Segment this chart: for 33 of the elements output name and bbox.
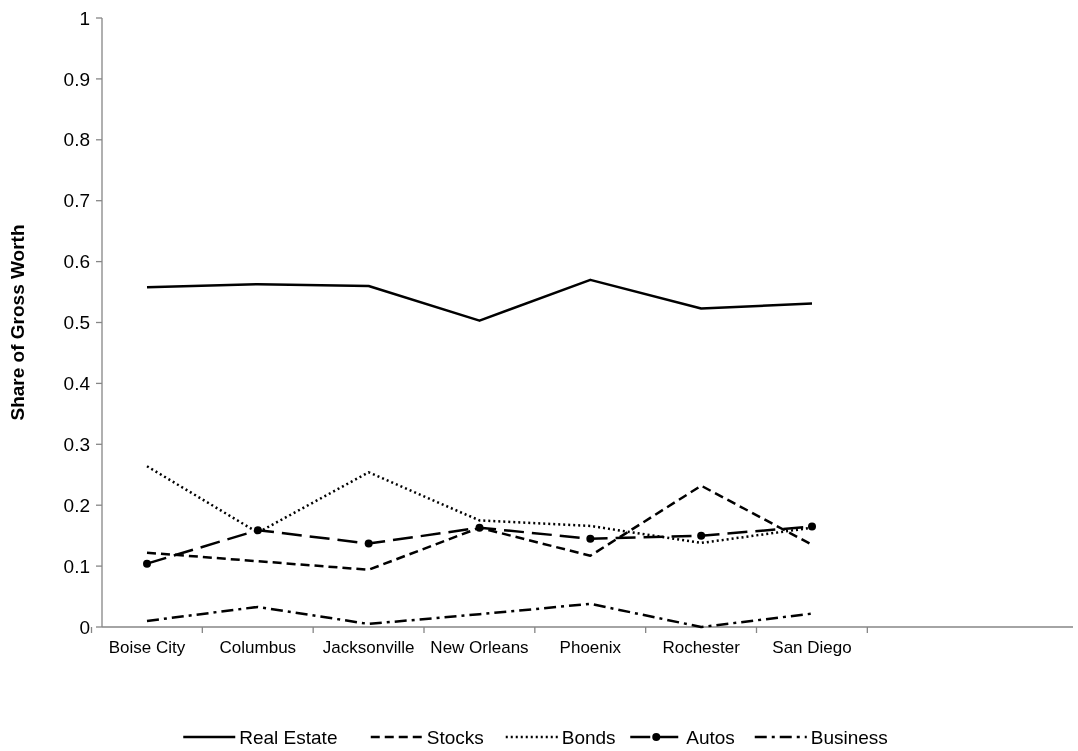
x-tick-label: Boise City xyxy=(108,638,186,657)
x-tick-label: Phoenix xyxy=(559,638,622,657)
y-tick-label: 0.5 xyxy=(63,312,90,334)
y-tick-label: 0.8 xyxy=(63,129,90,151)
y-tick-label: 0 xyxy=(79,616,90,638)
point xyxy=(697,531,706,540)
point xyxy=(143,559,151,568)
line-series xyxy=(145,278,814,322)
x-tick-label: New Orleans xyxy=(430,638,529,657)
y-tick-label: 0.1 xyxy=(63,555,90,577)
y-tick-label: 0.7 xyxy=(63,190,90,212)
legend-label: Autos xyxy=(686,726,735,748)
y-axis-title: Share of Gross Worth xyxy=(7,224,28,421)
point xyxy=(253,526,262,535)
y-tick-label: 0.3 xyxy=(63,433,90,455)
y-tick-label: 0.9 xyxy=(63,68,90,90)
y-tick-label: 0.4 xyxy=(63,373,91,395)
point xyxy=(586,534,595,543)
legend-label: Bonds xyxy=(561,726,616,748)
point xyxy=(364,539,373,548)
x-tick-label: Columbus xyxy=(219,638,297,657)
y-tick-label: 0.2 xyxy=(63,494,90,516)
legend-label: Real Estate xyxy=(239,726,338,748)
legend-label: Business xyxy=(810,726,888,748)
x-tick-label: San Diego xyxy=(772,638,852,657)
x-tick-label: Jacksonville xyxy=(322,638,415,657)
y-tick-label: 1 xyxy=(79,7,90,29)
x-tick-label: Rochester xyxy=(662,638,741,657)
point xyxy=(475,523,484,532)
legend-label: Stocks xyxy=(426,726,484,748)
line-series xyxy=(145,602,814,629)
point xyxy=(808,522,816,531)
y-tick-label: 0.6 xyxy=(63,251,90,273)
